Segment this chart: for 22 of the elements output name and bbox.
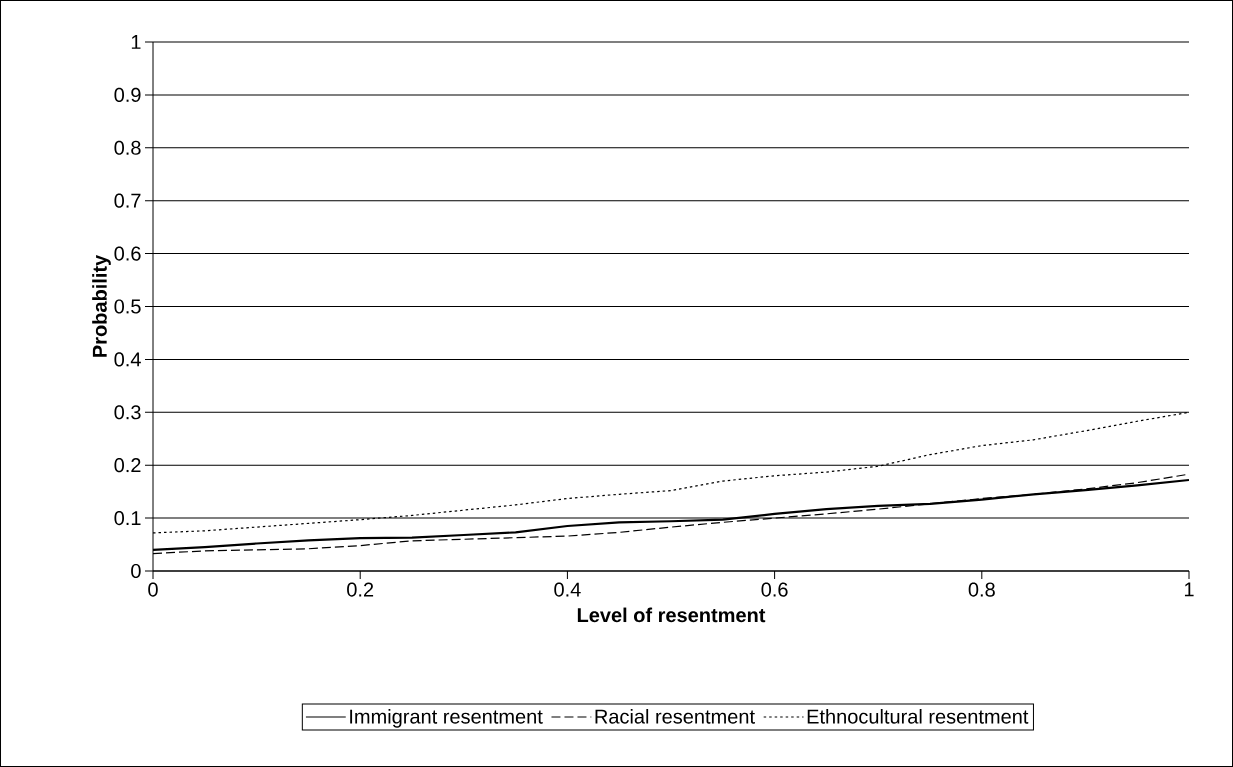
x-tick-label: 1 (1184, 582, 1194, 597)
y-tick-label: 0.4 (114, 352, 141, 367)
y-axis-title: Probability (92, 254, 111, 357)
y-tick-label: 0.2 (114, 458, 141, 473)
y-tick-label: 0.6 (114, 246, 141, 261)
x-tick-label: 0.6 (761, 582, 788, 597)
y-tick-label: 0.5 (114, 299, 141, 314)
y-tick-label: 1 (131, 35, 141, 49)
x-axis-title: Level of resentment (577, 607, 766, 623)
y-tick-label: 0.7 (114, 193, 141, 208)
x-tick-label: 0.2 (347, 582, 374, 597)
y-tick-label: 0.8 (114, 140, 141, 155)
y-tick-label: 0.3 (114, 405, 141, 420)
x-tick-label: 0.8 (968, 582, 995, 597)
y-tick-label: 0.1 (114, 511, 141, 526)
y-tick-label: 0 (131, 563, 141, 579)
x-tick-label: 0.4 (554, 582, 581, 597)
y-tick-label: 0.9 (114, 87, 141, 102)
legend-label: Racial resentment (595, 709, 755, 724)
x-tick-label: 0 (148, 582, 158, 597)
legend-label: Immigrant resentment (350, 709, 543, 728)
legend-label: Ethnocultural resentment (807, 709, 1029, 724)
